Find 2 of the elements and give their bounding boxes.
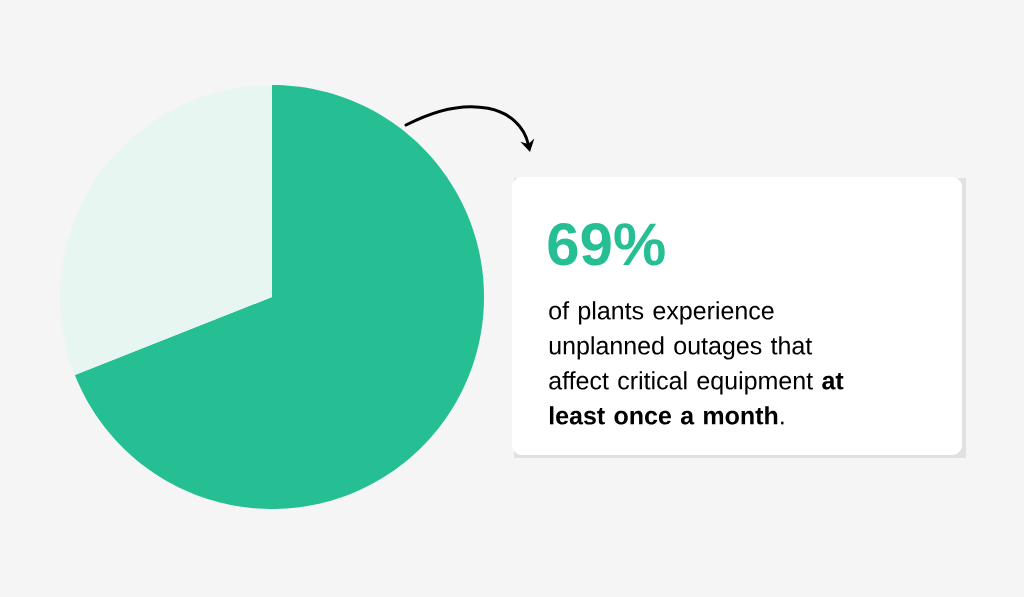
text: of plants experience unplanned outages that affect critical equipment at least once a month.: [549, 301, 844, 425]
text: 69%: [548, 223, 665, 266]
